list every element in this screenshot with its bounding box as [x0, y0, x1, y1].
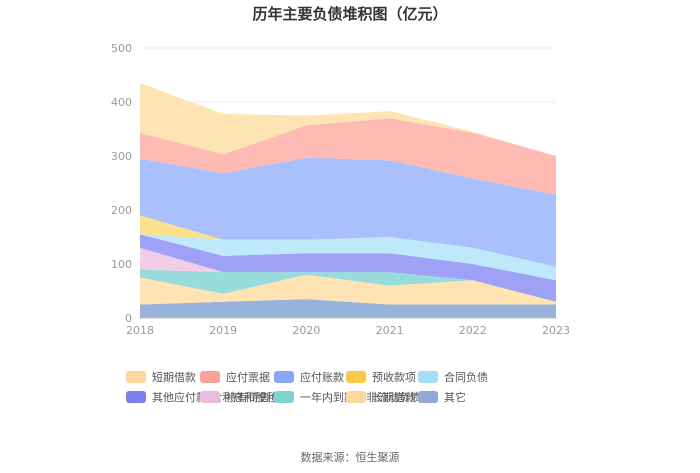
legend-item[interactable]: 短期借款	[126, 370, 196, 384]
legend-item[interactable]: 其它	[418, 390, 466, 404]
legend-label: 长期借款	[372, 390, 416, 404]
y-tick-label: 0	[125, 312, 132, 325]
source-note: 数据来源：恒生聚源	[301, 450, 400, 464]
area-1	[140, 274, 556, 305]
legend-item[interactable]: 合同负债	[418, 370, 488, 384]
y-tick-label: 500	[111, 42, 132, 55]
x-axis: 2018 2019 2020 2021 2022 2023	[126, 324, 570, 337]
y-tick-label: 300	[111, 150, 132, 163]
legend-item[interactable]: 预收款项	[346, 370, 416, 384]
legend-swatch	[346, 371, 366, 383]
legend-label: 短期借款	[152, 370, 196, 384]
x-tick-label: 2023	[542, 324, 570, 337]
x-tick-label: 2022	[459, 324, 487, 337]
legend-swatch	[274, 371, 294, 383]
legend-swatch	[126, 371, 146, 383]
legend-swatch	[346, 391, 366, 403]
y-axis: 0 100 200 300 400 500	[111, 42, 132, 325]
legend-swatch	[418, 371, 438, 383]
area-5	[140, 234, 556, 281]
x-tick-label: 2020	[292, 324, 320, 337]
legend-item[interactable]: 应付账款	[274, 370, 344, 384]
y-tick-label: 100	[111, 258, 132, 271]
legend-item[interactable]: 长期借款	[346, 390, 416, 404]
legend-swatch	[200, 371, 220, 383]
legend-swatch	[126, 391, 146, 403]
legend-swatch	[418, 391, 438, 403]
chart-title: 历年主要负债堆积图（亿元）	[252, 5, 447, 23]
x-tick-label: 2019	[209, 324, 237, 337]
legend-swatch	[274, 391, 294, 403]
legend-label: 应付票据	[226, 370, 270, 384]
legend: 短期借款应付票据应付账款预收款项合同负债其他应付款(含利息和股利)持有待售负债一…	[126, 370, 488, 404]
legend-label: 应付账款	[300, 370, 344, 384]
legend-label: 预收款项	[372, 370, 416, 384]
area-series	[140, 83, 556, 318]
area-7	[140, 157, 556, 267]
legend-item[interactable]: 应付票据	[200, 370, 270, 384]
y-tick-label: 200	[111, 204, 132, 217]
x-tick-label: 2018	[126, 324, 154, 337]
area-2	[140, 269, 556, 302]
legend-swatch	[200, 391, 220, 403]
area-0	[140, 299, 556, 318]
legend-label: 合同负债	[444, 370, 488, 384]
area-4	[140, 234, 556, 302]
area-8	[140, 118, 556, 195]
area-9	[140, 83, 556, 156]
x-tick-label: 2021	[376, 324, 404, 337]
legend-label: 其它	[444, 390, 466, 404]
y-tick-label: 400	[111, 96, 132, 109]
